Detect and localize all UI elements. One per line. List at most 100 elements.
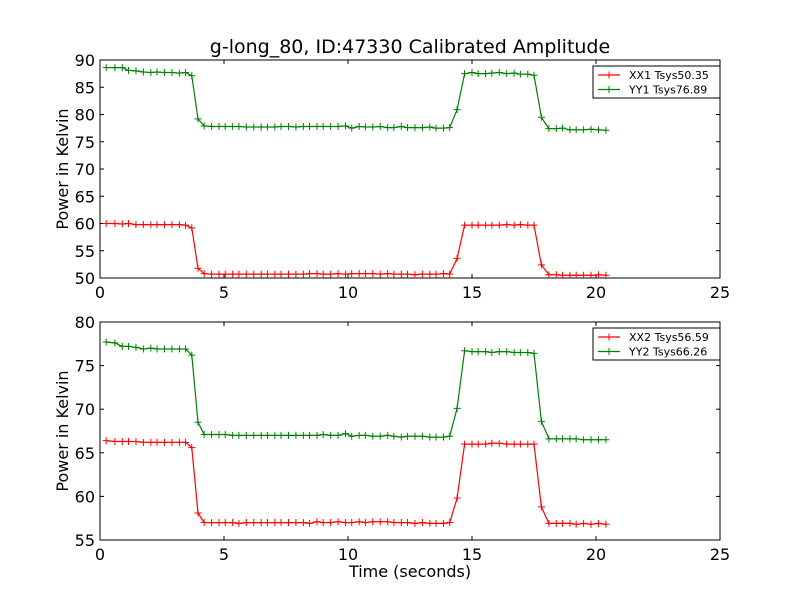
data-point (530, 71, 538, 79)
data-point (102, 437, 110, 445)
data-point (461, 440, 469, 448)
data-point (439, 519, 447, 527)
data-point (559, 435, 567, 443)
data-point (446, 124, 454, 132)
x-tick-label: 20 (586, 545, 606, 564)
data-point (125, 66, 133, 74)
data-point (411, 271, 419, 279)
data-point (313, 518, 321, 526)
data-point (208, 519, 216, 527)
y-tick-label: 90 (75, 51, 95, 70)
data-point (488, 221, 496, 229)
data-point (147, 221, 155, 229)
data-point (369, 123, 377, 131)
data-point (257, 431, 265, 439)
legend-entry: XX1 Tsys50.35 (629, 69, 709, 82)
data-point (426, 270, 434, 278)
data-point (208, 270, 216, 278)
data-point (580, 519, 588, 527)
data-point (572, 435, 580, 443)
data-point (552, 435, 560, 443)
data-point (147, 438, 155, 446)
data-point (319, 122, 327, 130)
data-point (188, 224, 196, 232)
data-point (461, 347, 469, 355)
data-point (510, 440, 518, 448)
data-point (200, 122, 208, 130)
data-point (369, 432, 377, 440)
data-point (263, 431, 271, 439)
x-tick-label: 25 (710, 545, 730, 564)
data-point (482, 440, 490, 448)
data-point (292, 270, 300, 278)
y-tick-label: 65 (75, 444, 95, 463)
data-point (215, 430, 223, 438)
data-point (263, 519, 271, 527)
data-point (188, 351, 196, 359)
data-point (327, 270, 335, 278)
series-line-xx1 (106, 222, 606, 276)
data-point (537, 261, 545, 269)
data-point (342, 122, 350, 130)
data-point (524, 221, 532, 229)
data-point (208, 430, 216, 438)
data-point (215, 270, 223, 278)
data-point (384, 270, 392, 278)
x-tick-label: 10 (338, 283, 358, 302)
data-point (545, 435, 553, 443)
data-point (334, 122, 342, 130)
data-point (235, 270, 243, 278)
data-point (580, 271, 588, 279)
data-point (139, 345, 147, 353)
data-point (439, 124, 447, 132)
y-tick-label: 70 (75, 400, 95, 419)
legend-marker (605, 348, 613, 355)
data-point (229, 122, 237, 130)
data-point (257, 123, 265, 131)
data-point (348, 270, 356, 278)
data-point (271, 123, 279, 131)
data-point (132, 221, 140, 229)
data-point (530, 440, 538, 448)
data-point (118, 220, 126, 228)
data-point (397, 122, 405, 130)
y-axis-label: Power in Kelvin (53, 370, 72, 491)
data-point (426, 433, 434, 441)
data-point (432, 124, 440, 132)
data-point (221, 519, 229, 527)
data-point (530, 221, 538, 229)
y-tick-label: 55 (75, 242, 95, 261)
data-point (160, 345, 168, 353)
data-point (257, 270, 265, 278)
data-point (292, 431, 300, 439)
data-point (292, 519, 300, 527)
data-point (439, 270, 447, 278)
data-point (168, 345, 176, 353)
data-point (284, 270, 292, 278)
data-point (147, 344, 155, 352)
data-point (153, 68, 161, 76)
y-tick-label: 85 (75, 78, 95, 97)
legend-marker (605, 86, 613, 93)
data-point (242, 431, 250, 439)
legend-entry: YY2 Tsys66.26 (628, 346, 707, 359)
x-tick-label: 0 (95, 283, 105, 302)
data-point (432, 519, 440, 527)
legend-marker (605, 71, 613, 79)
legend-entry: XX2 Tsys56.59 (629, 331, 709, 344)
chart-title: g-long_80, ID:47330 Calibrated Amplitude (210, 36, 610, 58)
data-point (102, 64, 110, 72)
data-point (418, 124, 426, 132)
data-point (102, 220, 110, 227)
data-point (327, 431, 335, 439)
data-point (132, 437, 140, 445)
data-point (118, 342, 126, 350)
data-point (319, 270, 327, 278)
legend-entry: YY1 Tsys76.89 (628, 84, 707, 97)
y-tick-label: 55 (75, 531, 95, 550)
data-point (537, 113, 545, 121)
series-line-xx2 (106, 440, 606, 525)
data-point (229, 519, 237, 527)
data-point (602, 436, 610, 444)
data-point (468, 440, 476, 448)
